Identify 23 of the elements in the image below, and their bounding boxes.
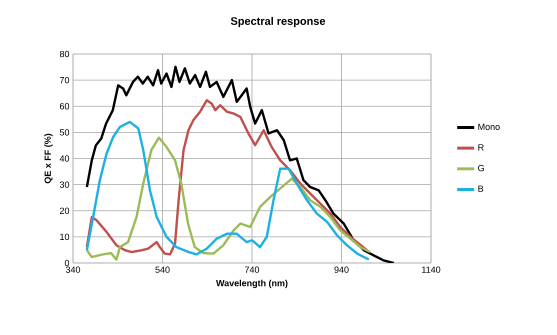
y-axis-title: QE x FF (%) xyxy=(44,134,53,184)
chart-title: Spectral response xyxy=(230,16,326,28)
legend-label: B xyxy=(478,186,484,192)
y-tick-label: 20 xyxy=(60,208,70,214)
x-tick-label: 940 xyxy=(334,266,349,273)
legend-label: R xyxy=(478,144,484,150)
y-tick-label: 40 xyxy=(60,155,70,162)
line-series xyxy=(86,66,396,263)
x-tick-label: 1140 xyxy=(422,266,440,273)
y-tick-label: 0 xyxy=(64,260,70,266)
x-tick-label: 540 xyxy=(155,266,170,273)
line-series xyxy=(86,99,368,256)
x-tick-label: 740 xyxy=(244,266,260,273)
y-tick-label: 60 xyxy=(60,103,70,110)
y-tick-label: 30 xyxy=(60,181,70,188)
x-axis-title: Wavelength (nm) xyxy=(216,280,288,288)
y-tick-label: 10 xyxy=(60,234,70,240)
legend-label: G xyxy=(478,164,484,172)
y-tick-label: 50 xyxy=(60,129,70,136)
x-tick-label: 340 xyxy=(66,266,80,273)
y-tick-label: 70 xyxy=(60,76,70,84)
legend-label: Mono xyxy=(478,124,500,130)
y-tick-label: 80 xyxy=(60,50,70,58)
